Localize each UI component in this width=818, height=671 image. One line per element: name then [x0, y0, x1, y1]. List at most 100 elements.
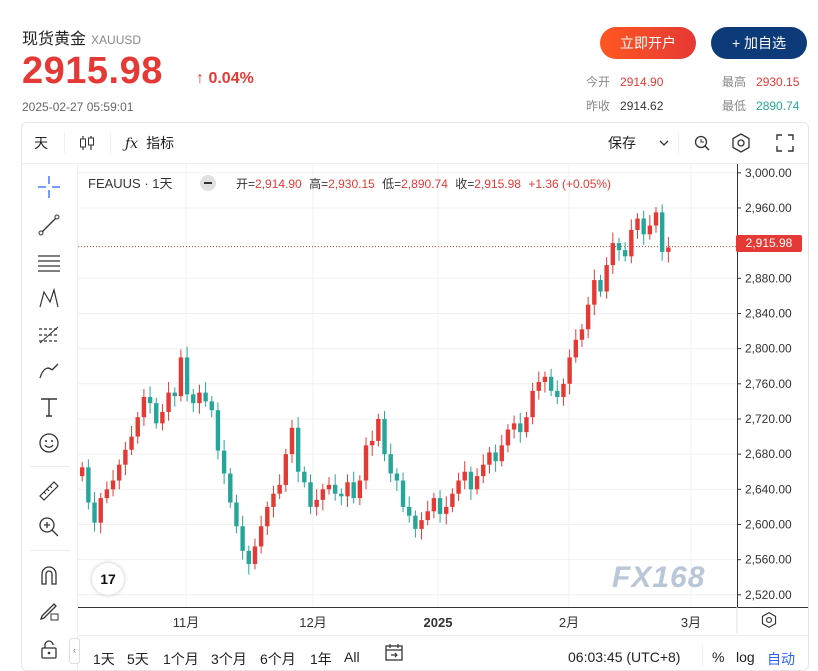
- candle-body: [400, 480, 406, 507]
- candle-body: [80, 467, 85, 477]
- candle-body: [659, 212, 665, 252]
- range-1[interactable]: 5天: [127, 651, 149, 667]
- candle-body: [487, 452, 492, 465]
- candle-body: [92, 502, 97, 523]
- range-3[interactable]: 3个月: [211, 651, 247, 667]
- date-range-icon[interactable]: [384, 642, 404, 667]
- stat-low: 最低 2890.74: [722, 99, 800, 113]
- candle-body: [295, 427, 301, 472]
- candle-body: [265, 506, 270, 527]
- candle-body: [357, 480, 363, 499]
- candle-body: [413, 515, 418, 529]
- range-4[interactable]: 6个月: [260, 651, 296, 667]
- percent-toggle[interactable]: %: [712, 649, 725, 665]
- range-0[interactable]: 1天: [93, 651, 115, 667]
- collapse-toolbar-handle[interactable]: ‹: [69, 638, 80, 664]
- legend-toggle[interactable]: [200, 174, 217, 191]
- candle-body: [616, 243, 622, 251]
- candle-body: [98, 498, 103, 523]
- range-6[interactable]: All: [344, 649, 360, 665]
- candle-body: [104, 489, 110, 499]
- candle-body: [653, 212, 659, 226]
- candle-body: [450, 493, 455, 507]
- candle-body: [228, 473, 233, 503]
- candle-body: [592, 280, 597, 305]
- x-tick-label: 2025: [424, 615, 453, 630]
- save-button[interactable]: 保存: [608, 135, 636, 151]
- y-tick-label: 2,880.00: [745, 271, 792, 285]
- trend-line-icon[interactable]: [34, 210, 64, 240]
- candle-body: [573, 339, 578, 358]
- candle-body: [302, 471, 307, 483]
- time-axis: 11月 12月 2025 2月 3月: [78, 607, 808, 670]
- chart-type-button[interactable]: [78, 123, 96, 163]
- candle-body: [548, 376, 554, 391]
- range-2[interactable]: 1个月: [163, 651, 199, 667]
- x-tick-label: 3月: [681, 615, 701, 630]
- brush-icon[interactable]: [34, 356, 64, 386]
- candle-body: [320, 489, 326, 500]
- auto-toggle[interactable]: 自动: [767, 651, 795, 667]
- emoji-icon[interactable]: [34, 428, 64, 458]
- candlestick-chart-svg: 3,000.002,960.002,920.002,880.002,840.00…: [78, 164, 792, 608]
- fib-retracement-icon[interactable]: [34, 320, 64, 350]
- candle-body: [481, 464, 486, 477]
- horizontal-lines-icon[interactable]: [34, 248, 64, 278]
- price-change: ↑ 0.04%: [196, 70, 254, 88]
- log-toggle[interactable]: log: [736, 649, 755, 665]
- chevron-down-icon[interactable]: [658, 123, 670, 163]
- text-tool-icon[interactable]: [34, 392, 64, 422]
- candle-body: [382, 418, 387, 455]
- candle-body: [110, 480, 116, 490]
- zoom-in-icon[interactable]: [34, 512, 64, 542]
- clock-time[interactable]: 06:03:45 (UTC+8): [568, 649, 681, 665]
- range-5[interactable]: 1年: [310, 651, 332, 667]
- candle-body: [505, 429, 511, 446]
- change-percent: 0.04%: [208, 70, 254, 87]
- candle-body: [215, 410, 221, 451]
- quick-search-icon[interactable]: [692, 123, 712, 163]
- interval-selector[interactable]: 天: [34, 135, 48, 151]
- y-tick-label: 2,520.00: [745, 588, 792, 602]
- chart-widget: 天 ƒx 指标 保存 ‹ 3,000.00 2,: [21, 122, 809, 671]
- candle-body: [363, 445, 369, 481]
- instrument-title: 现货黄金 XAUUSD: [22, 25, 141, 49]
- candle-body: [647, 225, 653, 235]
- candle-body: [197, 392, 202, 404]
- x-tick-label: 11月: [173, 615, 200, 630]
- settings-gear-icon[interactable]: [730, 123, 752, 163]
- y-tick-label: 2,640.00: [745, 482, 792, 496]
- last-price-tag: 2,915.98: [736, 235, 802, 252]
- candle-body: [123, 449, 128, 465]
- ruler-icon[interactable]: [34, 476, 64, 506]
- candle-body: [419, 520, 424, 529]
- stat-prev-close: 昨收 2914.62: [586, 99, 664, 113]
- up-arrow-icon: ↑: [196, 70, 204, 87]
- open-account-button[interactable]: 立即开户: [600, 27, 696, 59]
- instrument-name: 现货黄金: [22, 31, 87, 48]
- add-watchlist-button[interactable]: + 加自选: [711, 27, 807, 59]
- candle-body: [555, 390, 560, 397]
- crosshair-icon[interactable]: [34, 172, 64, 202]
- candle-body: [345, 482, 350, 497]
- y-tick-label: 2,560.00: [745, 553, 792, 567]
- candle-body: [585, 304, 591, 330]
- pattern-icon[interactable]: [34, 284, 64, 314]
- candle-body: [369, 440, 375, 446]
- fx168-watermark: FX168: [612, 561, 706, 594]
- chart-legend: FEAUUS · 1天: [88, 173, 217, 193]
- fullscreen-icon[interactable]: [776, 123, 794, 163]
- candle-body: [444, 506, 449, 514]
- axis-settings-gear-icon[interactable]: [760, 611, 778, 634]
- candle-body: [536, 382, 541, 391]
- lock-drawing-icon[interactable]: [34, 596, 64, 626]
- price-chart: 3,000.002,960.002,920.002,880.002,840.00…: [78, 164, 808, 608]
- candles-icon: [80, 136, 94, 150]
- y-tick-label: 3,000.00: [745, 166, 792, 180]
- lock-icon[interactable]: [34, 634, 64, 664]
- candle-body: [499, 445, 504, 462]
- indicators-button[interactable]: ƒx 指标: [125, 135, 175, 152]
- chart-toolbar: 天 ƒx 指标 保存: [22, 123, 808, 164]
- magnet-icon[interactable]: [34, 560, 64, 590]
- candle-body: [437, 498, 443, 514]
